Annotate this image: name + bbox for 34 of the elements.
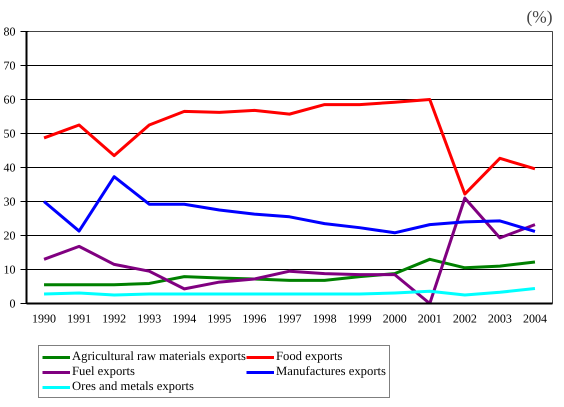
x-tick-label: 1994 [172, 312, 196, 326]
legend-label: Ores and metals exports [72, 379, 194, 394]
y-tick-label: 10 [4, 262, 16, 276]
line-series [42, 175, 536, 234]
line-series [42, 287, 536, 296]
x-tick-label: 1996 [242, 312, 266, 326]
y-tick-label: 50 [4, 126, 16, 140]
y-tick-label: 40 [4, 160, 16, 174]
x-tick-label: 1991 [67, 312, 92, 326]
y-tick-label: 30 [4, 194, 16, 208]
x-tick-label: 1998 [312, 312, 337, 326]
x-tick-label: 1993 [137, 312, 162, 326]
x-tick-label: 2000 [382, 312, 407, 326]
x-tick-label: 1995 [207, 312, 232, 326]
x-tick-label: 2004 [522, 312, 547, 326]
x-tick-label: 2002 [452, 312, 477, 326]
legend-label: Food exports [276, 349, 342, 364]
legend-label: Manufactures exports [276, 364, 386, 379]
x-tick-label: 2003 [488, 312, 512, 326]
x-tick-label: 2001 [418, 312, 442, 326]
x-tick-label: 1992 [102, 312, 126, 326]
y-axis-title: (%) [526, 8, 553, 26]
legend-label: Agricultural raw materials exports [72, 349, 246, 364]
line-series [42, 196, 536, 304]
y-tick-label: 20 [4, 228, 16, 242]
line-series [42, 98, 536, 196]
y-tick-label: 80 [4, 24, 16, 38]
x-tick-label: 1990 [32, 312, 56, 326]
y-tick-label: 70 [4, 58, 16, 72]
legend-label: Fuel exports [72, 364, 135, 379]
x-tick-label: 1997 [278, 312, 302, 326]
y-tick-label: 60 [4, 92, 16, 106]
y-tick-label: 0 [10, 296, 16, 310]
x-tick-label: 1999 [348, 312, 372, 326]
